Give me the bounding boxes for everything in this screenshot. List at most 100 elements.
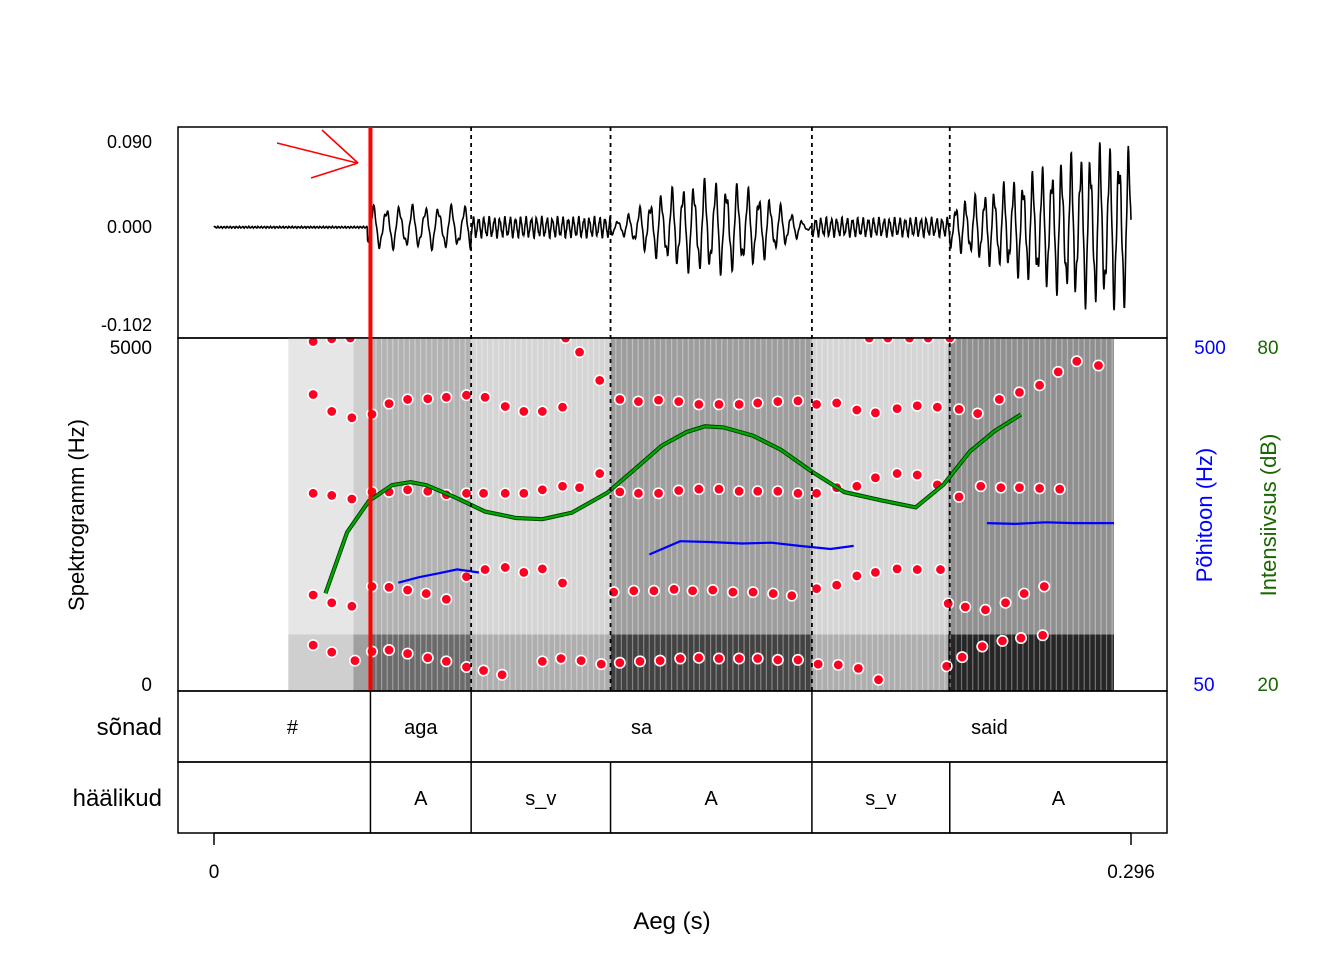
formant-point-f3 — [556, 480, 569, 493]
formant-point-f1 — [692, 651, 705, 664]
formant-point-f3 — [1033, 482, 1046, 495]
formant-point-f2 — [647, 584, 660, 597]
spectrogram-low-energy — [948, 634, 1114, 691]
intensity-series — [323, 412, 1023, 595]
formant-point-f2 — [830, 579, 843, 592]
formant-point-f1 — [956, 651, 969, 664]
pitch-axis-label: Põhitoon (Hz) — [1192, 448, 1217, 583]
waveform-y-tick-bottom: -0.102 — [101, 315, 152, 335]
formant-point-f4 — [850, 404, 863, 417]
intensity-axis-tick-bottom: 20 — [1257, 675, 1278, 696]
formant-point-f2 — [627, 584, 640, 597]
time-axis-label: Aeg (s) — [633, 908, 710, 935]
time-axis: 0 0.296 Aeg (s) — [209, 832, 1155, 935]
formant-point-f5 — [922, 338, 935, 344]
formant-point-f3 — [573, 481, 586, 494]
formant-point-f1 — [383, 644, 396, 657]
formant-point-f4 — [479, 391, 492, 404]
tier-interval-label: s_v — [865, 788, 896, 810]
formant-point-f1 — [1036, 629, 1049, 642]
tier-interval-label: A — [705, 788, 719, 810]
formant-point-f1 — [872, 673, 885, 686]
waveform-trace — [213, 142, 1132, 311]
formant-point-f4 — [971, 407, 984, 420]
formant-point-f1 — [654, 654, 667, 667]
formant-point-f4 — [1052, 365, 1065, 378]
spectrogram-band — [948, 338, 1114, 691]
formant-point-f4 — [536, 405, 549, 418]
time-axis-tick-label-end: 0.296 — [1107, 862, 1155, 883]
formant-point-f2 — [307, 588, 320, 601]
spectrogram-y-tick-top: 5000 — [110, 338, 152, 359]
waveform-frame — [177, 126, 1168, 339]
formant-point-f4 — [771, 395, 784, 408]
formant-point-f4 — [325, 405, 338, 418]
formant-point-f4 — [712, 398, 725, 411]
formant-point-f1 — [791, 653, 804, 666]
formant-point-f3 — [692, 483, 705, 496]
formant-point-f4 — [692, 398, 705, 411]
formant-point-f2 — [556, 576, 569, 589]
formant-point-f3 — [810, 487, 823, 500]
tier-words: sõnad # aga sa said — [97, 690, 1168, 763]
formant-point-f4 — [573, 346, 586, 359]
intensity-axis-tick-top: 80 — [1257, 338, 1278, 359]
formant-point-f1 — [633, 655, 646, 668]
formant-point-f4 — [733, 398, 746, 411]
tier-interval-label: sa — [631, 717, 653, 739]
formant-point-f5 — [903, 338, 916, 344]
formant-point-f4 — [891, 402, 904, 415]
tier-interval-label: aga — [404, 717, 438, 739]
formant-point-f1 — [440, 655, 453, 668]
formant-point-f2 — [850, 569, 863, 582]
formant-point-f4 — [993, 393, 1006, 406]
formant-point-f1 — [832, 658, 845, 671]
formant-point-f2 — [785, 589, 798, 602]
formant-point-f4 — [517, 405, 530, 418]
pitch-line — [398, 568, 480, 584]
formant-point-f2 — [325, 596, 338, 609]
formant-point-f4 — [499, 400, 512, 413]
spectrogram-band — [370, 338, 472, 691]
formant-point-f2 — [1038, 580, 1051, 593]
formant-point-f4 — [401, 393, 414, 406]
tier-phones-frame — [177, 761, 1168, 834]
formant-point-f4 — [751, 396, 764, 409]
formant-point-f4 — [1070, 355, 1083, 368]
waveform-y-tick-zero: 0.000 — [107, 217, 152, 237]
formant-point-f5 — [863, 338, 876, 344]
formant-point-f3 — [499, 487, 512, 500]
formant-point-f3 — [477, 487, 490, 500]
formant-point-f3 — [1053, 483, 1066, 496]
formant-point-f3 — [751, 485, 764, 498]
formant-point-f4 — [672, 395, 685, 408]
formant-point-f4 — [931, 401, 944, 414]
formant-point-f1 — [477, 664, 490, 677]
waveform-y-tick-top: 0.090 — [107, 132, 152, 152]
formant-point-f1 — [1015, 632, 1028, 645]
formant-point-f3 — [911, 468, 924, 481]
formant-point-f4 — [810, 398, 823, 411]
formant-point-f2 — [869, 566, 882, 579]
tier-words-name: sõnad — [97, 714, 162, 741]
formant-point-f1 — [751, 652, 764, 665]
spectrogram-low-energy — [370, 634, 472, 691]
formant-point-f4 — [953, 403, 966, 416]
formant-point-f3 — [953, 490, 966, 503]
formant-point-f1 — [771, 653, 784, 666]
formant-point-f1 — [712, 652, 725, 665]
formant-tracks — [307, 338, 1105, 686]
tier-phones-name: häälikud — [73, 785, 162, 812]
formant-point-f1 — [674, 652, 687, 665]
formant-point-f1 — [460, 660, 473, 673]
formant-point-f1 — [307, 639, 320, 652]
formant-point-f3 — [733, 485, 746, 498]
waveform-panel: 0.090 0.000 -0.102 — [101, 126, 1168, 339]
formant-point-f2 — [942, 597, 955, 610]
formant-point-f2 — [460, 570, 473, 583]
formant-point-f4 — [460, 389, 473, 402]
formant-point-f4 — [632, 395, 645, 408]
tier-interval-label: # — [287, 717, 299, 739]
spectrogram-low-energy — [288, 634, 354, 691]
